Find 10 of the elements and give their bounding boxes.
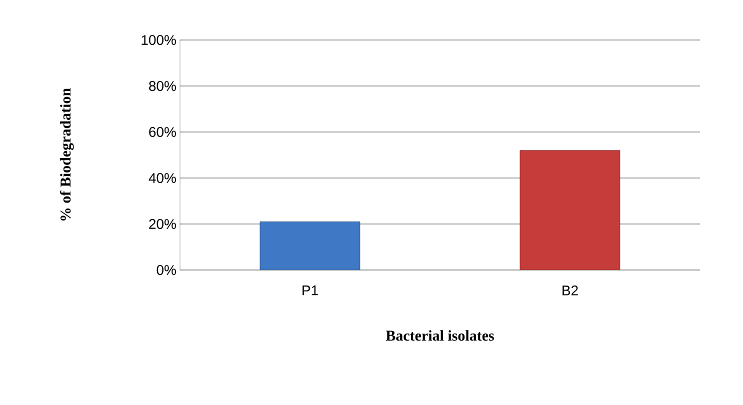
y-tick-label: 0% <box>156 265 176 275</box>
y-axis-title: % of Biodegradation <box>60 88 74 221</box>
x-axis-title: Bacterial isolates <box>386 330 494 341</box>
x-tick-label: P1 <box>302 286 318 296</box>
y-tick-label: 100% <box>142 35 176 45</box>
y-tick-label: 20% <box>149 219 176 229</box>
y-tick-label: 40% <box>148 173 176 183</box>
x-tick-label: B2 <box>562 286 578 296</box>
y-tick-label: 60% <box>149 127 176 137</box>
y-tick-label: 80% <box>149 81 176 91</box>
